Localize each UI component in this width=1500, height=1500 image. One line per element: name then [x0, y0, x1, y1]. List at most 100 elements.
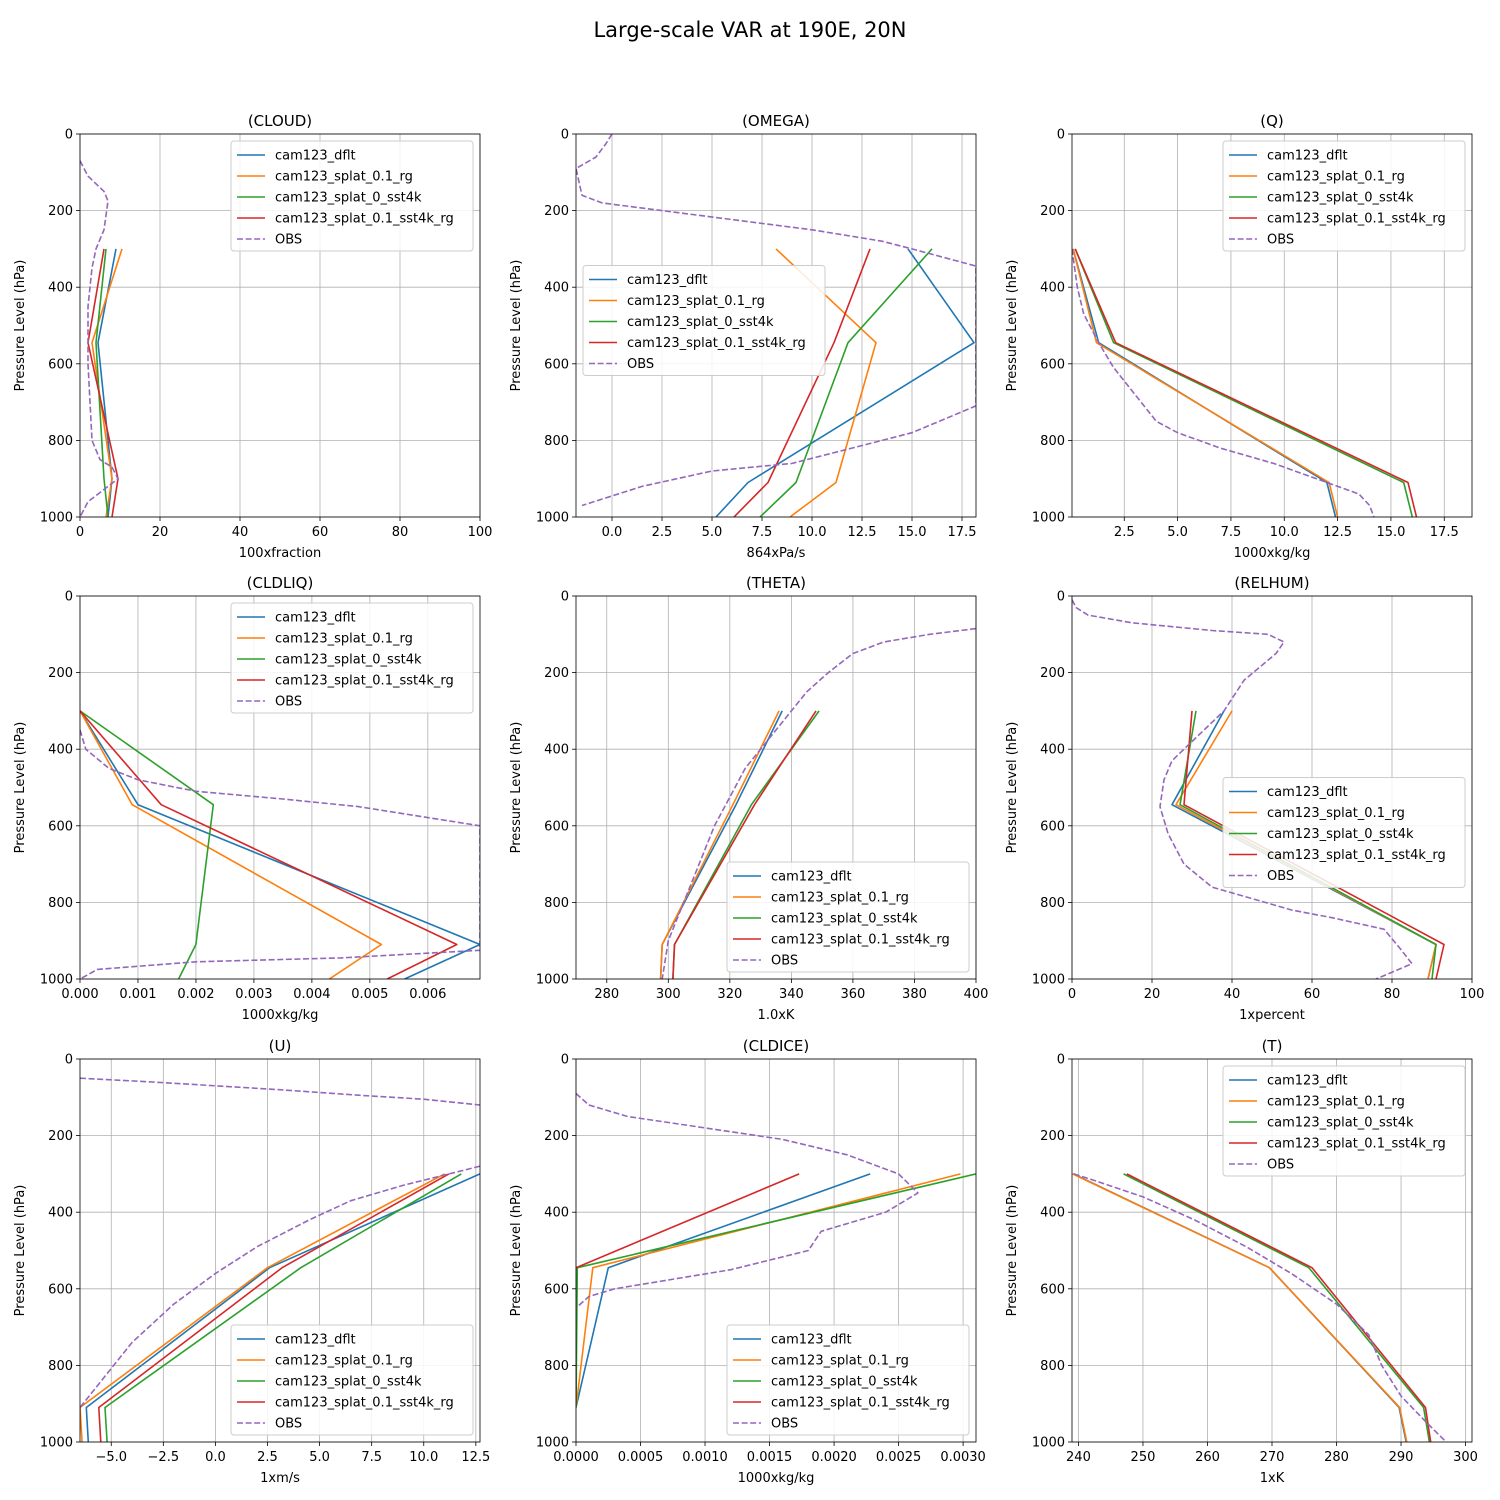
panel-theta: 280 300 320 340 360 380 400 0 200 400 600 800 1000 (T…	[509, 574, 988, 1023]
x-tick-label: 290	[1389, 1450, 1414, 1465]
legend-label: cam123_dflt	[1267, 785, 1348, 800]
x-tick-label: 0.0030	[940, 1450, 986, 1465]
x-tick-label: 250	[1131, 1450, 1156, 1465]
legend-label: cam123_splat_0.1_rg	[1267, 806, 1405, 821]
y-tick-label: 400	[48, 1206, 73, 1221]
x-tick-label: 7.5	[361, 1450, 382, 1465]
series-group	[576, 134, 976, 517]
legend-box	[726, 861, 970, 973]
x-axis-label: 1xm/s	[260, 1471, 300, 1486]
legend-label: cam123_splat_0_sst4k	[1267, 827, 1414, 842]
panel-omega: 0.0 2.5 5.0 7.5 10.0 12.5 15.0 17.5 0 200 400 600 80…	[509, 112, 976, 561]
legend-label: cam123_dflt	[1267, 1074, 1348, 1089]
x-axis-label: 1000xkg/kg	[738, 1471, 815, 1486]
series-group	[80, 160, 123, 517]
x-tick-label: 5.0	[1167, 525, 1188, 540]
legend-label: OBS	[1267, 1158, 1294, 1173]
panel-u: −5.0 −2.5 0.0 2.5 5.0 7.5 10.0 12.5 0 200 400 600 80…	[13, 1037, 490, 1486]
x-tick-label: 400	[964, 987, 989, 1002]
legend-label: cam123_splat_0.1_rg	[275, 1354, 413, 1369]
series-group	[1072, 1173, 1447, 1442]
y-tick-label: 0	[65, 590, 73, 605]
y-tick-label: 400	[544, 281, 569, 296]
legend-label: OBS	[771, 954, 798, 969]
series-group	[80, 1077, 480, 1442]
x-tick-label: 270	[1260, 1450, 1285, 1465]
axes-frame	[1071, 595, 1473, 980]
legend: cam123_dflt cam123_splat_0.1_rg cam123_spl…	[230, 140, 474, 252]
x-tick-label: 0.0025	[876, 1450, 922, 1465]
y-axis-label: Pressure Level (hPa)	[509, 260, 524, 392]
series-line-cam123-dflt	[715, 248, 975, 517]
axes-frame	[575, 595, 977, 980]
panels-grid: 0 20 40 60 80 10002004006008001000(CLOUD)100x…	[13, 112, 1484, 1486]
y-tick-label: 1000	[1032, 973, 1065, 988]
legend-label: cam123_splat_0.1_rg	[627, 294, 765, 309]
legend-label: cam123_splat_0.1_sst4k_rg	[1267, 1137, 1446, 1152]
x-axis-label: 1.0xK	[758, 1008, 795, 1023]
legend-label: cam123_dflt	[275, 1333, 356, 1348]
y-tick-label: 800	[48, 434, 73, 449]
axes-frame	[79, 595, 481, 980]
x-tick-label: 5.0	[309, 1450, 330, 1465]
series-line-cam123-splat-0-1-rg	[80, 1173, 445, 1442]
legend-label: cam123_splat_0.1_sst4k_rg	[1267, 212, 1446, 227]
series-line-cam123-splat-0-1-rg	[1072, 1173, 1408, 1442]
x-tick-label: 15.0	[898, 525, 927, 540]
x-tick-label: 0.002	[177, 987, 214, 1002]
y-axis-label: Pressure Level (hPa)	[509, 1185, 524, 1317]
y-tick-label: 0	[1057, 128, 1065, 143]
axes-frame	[575, 1058, 977, 1443]
series-line-cam123-splat-0-1-sst4k-rg	[733, 248, 871, 517]
series-line-cam123-splat-0-1-sst4k-rg	[98, 1173, 450, 1442]
y-tick-label: 200	[544, 666, 569, 681]
y-tick-label: 600	[1040, 357, 1065, 372]
panel-cldliq: 0.000 0.001 0.002 0.003 0.004 0.005 0.006 0 200 4…	[13, 574, 481, 1023]
legend-label: cam123_dflt	[275, 611, 356, 626]
y-tick-label: 600	[1040, 1282, 1065, 1297]
legend-label: cam123_splat_0_sst4k	[771, 912, 918, 927]
legend-label: cam123_splat_0.1_rg	[771, 891, 909, 906]
panel-relhum: 0 20 40 60 80 10002004006008001000(RELHUM)1xp…	[1005, 574, 1484, 1023]
series-line-cam123-splat-0-sst4k	[95, 248, 109, 517]
x-tick-label: 240	[1066, 1450, 1091, 1465]
x-tick-label: 5.0	[702, 525, 723, 540]
legend-label: cam123_splat_0_sst4k	[275, 653, 422, 668]
legend-label: cam123_splat_0_sst4k	[275, 191, 422, 206]
x-tick-label: 12.5	[848, 525, 877, 540]
panel-cloud: 0 20 40 60 80 10002004006008001000(CLOUD)100x…	[13, 112, 492, 561]
y-tick-label: 200	[48, 666, 73, 681]
x-tick-label: 40	[1224, 987, 1241, 1002]
x-tick-label: 20	[1144, 987, 1161, 1002]
y-tick-label: 600	[48, 819, 73, 834]
x-tick-label: 100	[1460, 987, 1485, 1002]
x-tick-label: 280	[1324, 1450, 1349, 1465]
x-tick-label: 12.5	[1323, 525, 1352, 540]
y-tick-label: 0	[1057, 1053, 1065, 1068]
legend-box	[726, 1324, 970, 1436]
series-line-cam123-splat-0-1-rg	[576, 1173, 961, 1408]
x-tick-label: 17.5	[1430, 525, 1459, 540]
y-tick-label: 800	[544, 434, 569, 449]
panel-title: (U)	[269, 1037, 292, 1055]
y-tick-label: 800	[48, 896, 73, 911]
x-tick-label: 0.0015	[747, 1450, 793, 1465]
y-tick-label: 400	[1040, 281, 1065, 296]
y-tick-label: 200	[544, 1129, 569, 1144]
series-line-OBS	[80, 160, 119, 517]
series-line-OBS	[661, 627, 976, 979]
y-tick-label: 0	[561, 1053, 569, 1068]
series-group	[80, 710, 480, 979]
legend-label: cam123_splat_0.1_sst4k_rg	[771, 933, 950, 948]
series-line-cam123-splat-0-1-rg	[659, 710, 780, 979]
legend-label: cam123_splat_0.1_rg	[275, 632, 413, 647]
x-tick-label: 10.0	[798, 525, 827, 540]
y-tick-label: 1000	[536, 973, 569, 988]
panel-title: (T)	[1262, 1037, 1283, 1055]
x-tick-label: 300	[1453, 1450, 1478, 1465]
y-tick-label: 0	[65, 128, 73, 143]
x-tick-label: 300	[656, 987, 681, 1002]
panel-title: (OMEGA)	[742, 112, 810, 130]
axes-frame	[575, 133, 977, 518]
y-tick-label: 0	[561, 590, 569, 605]
